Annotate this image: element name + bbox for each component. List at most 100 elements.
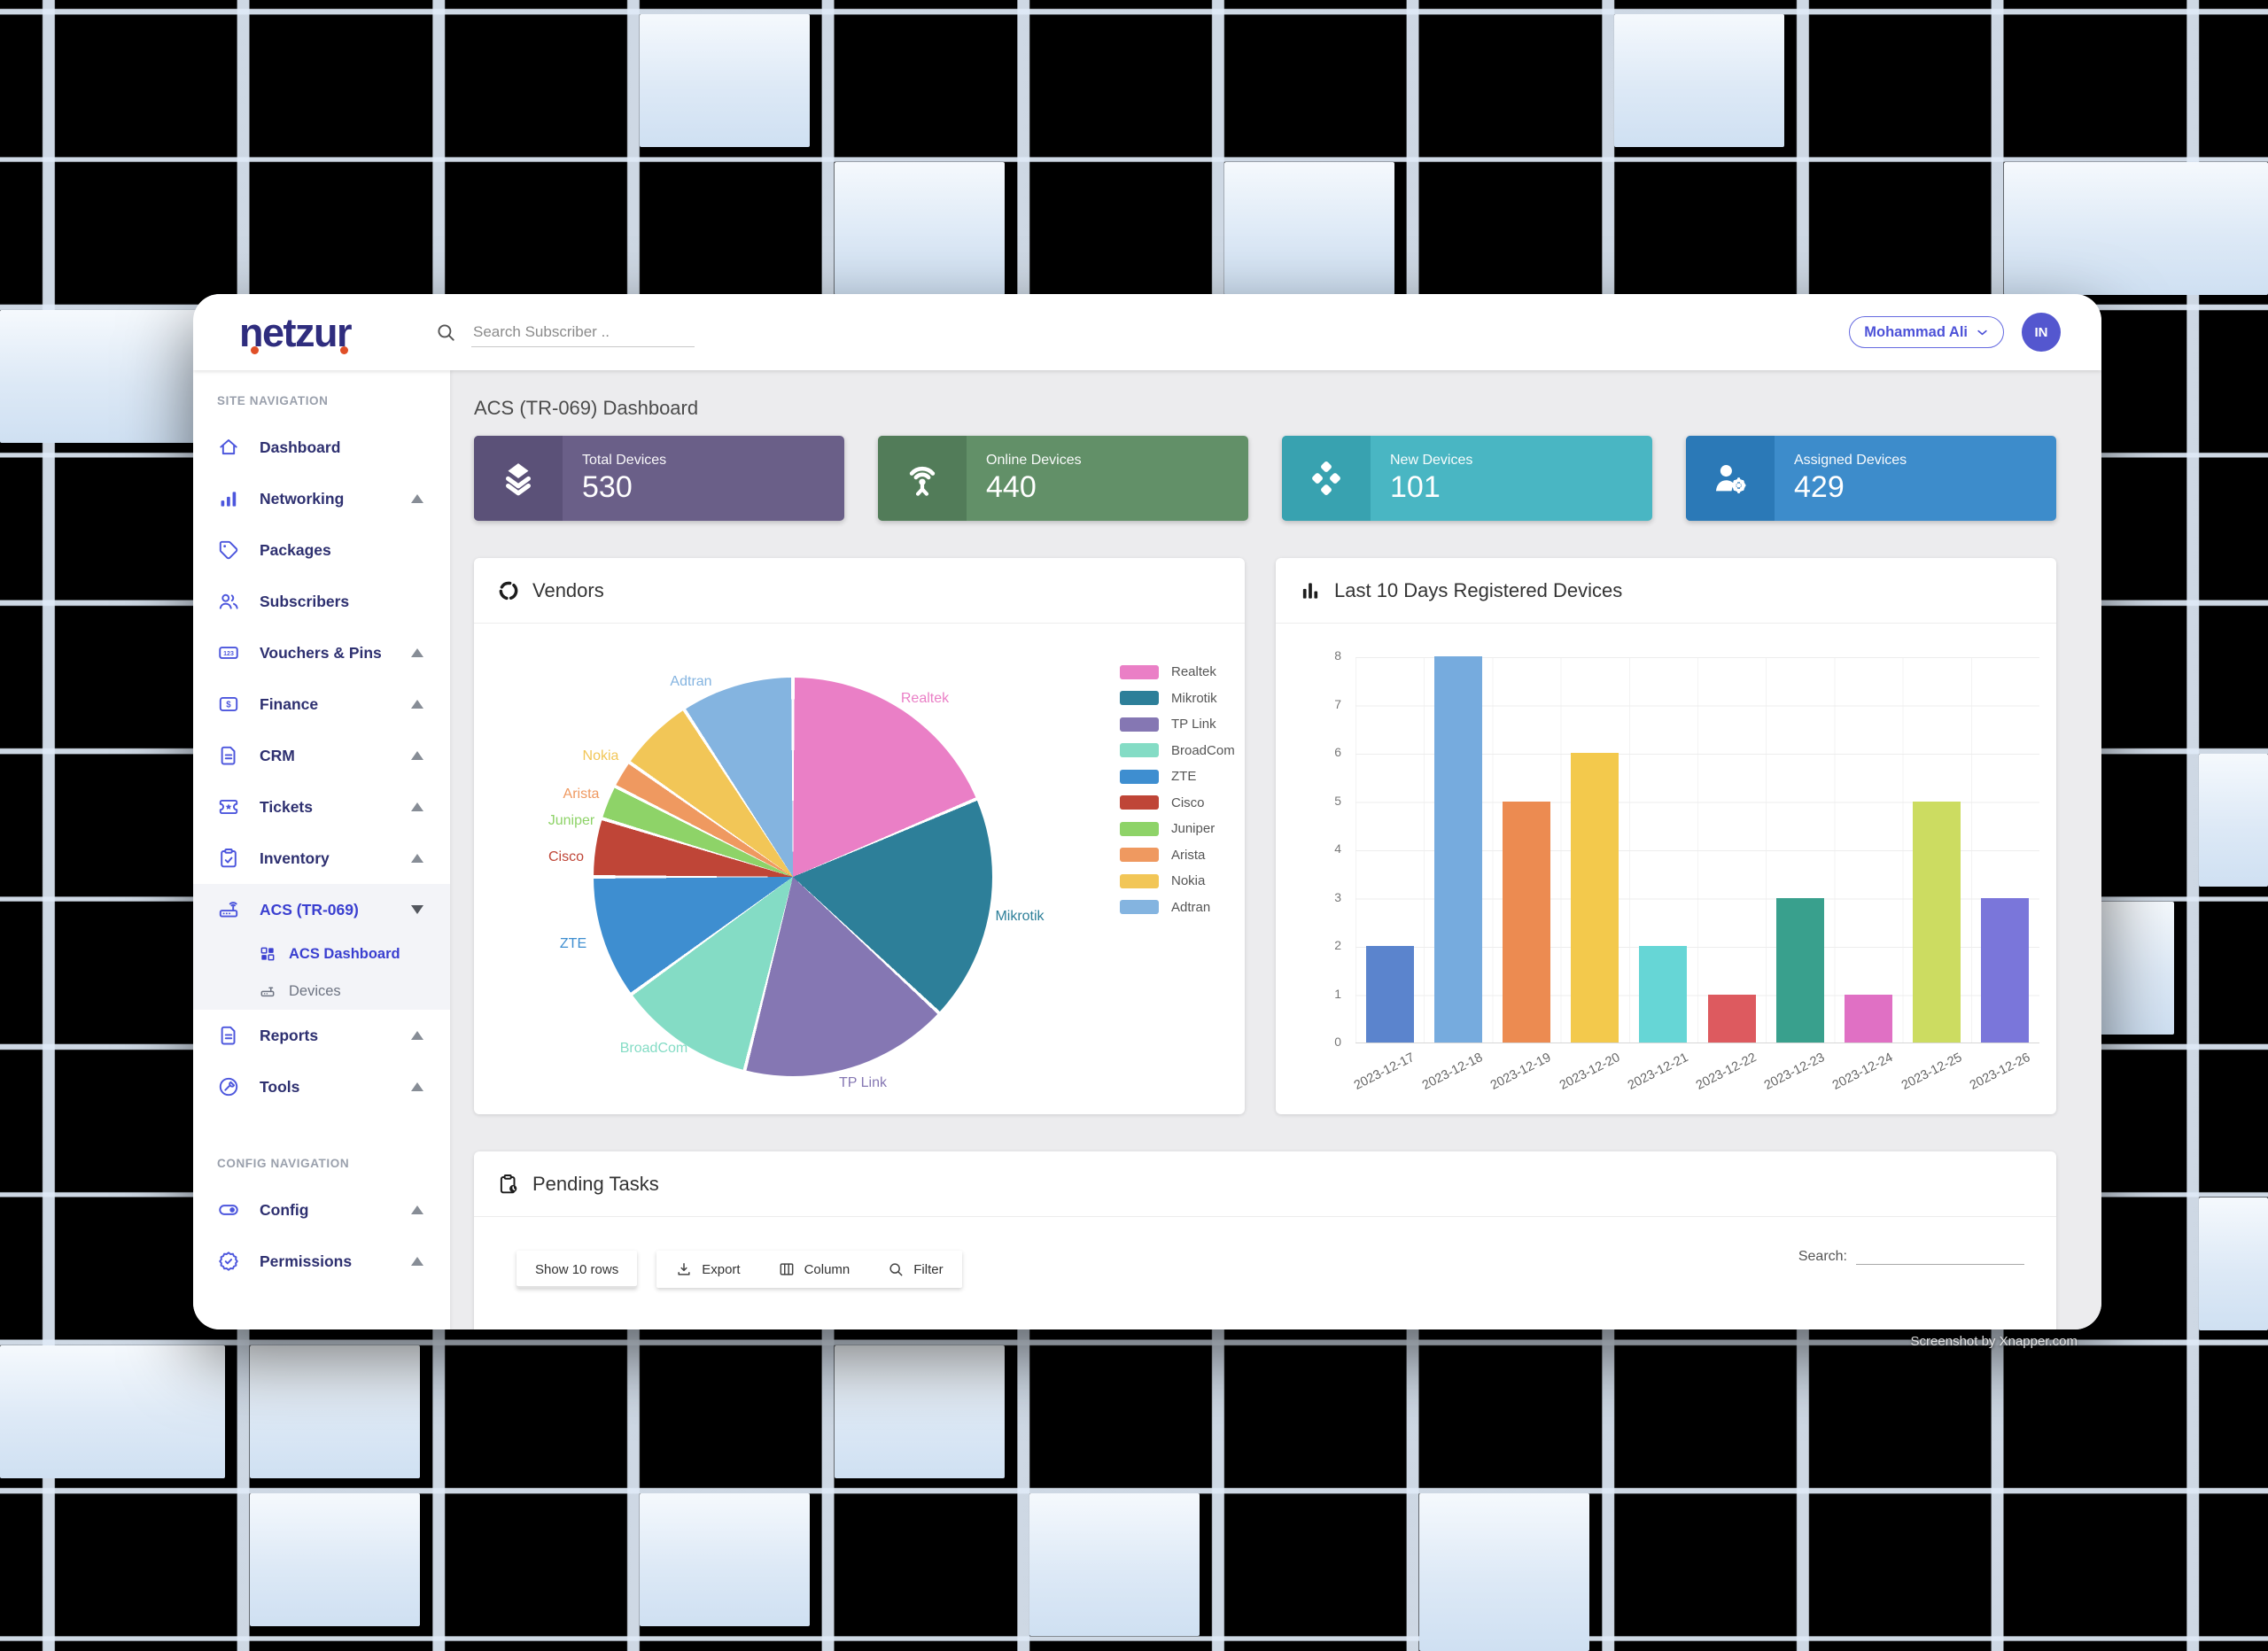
sidebar-item-subscribers[interactable]: Subscribers	[193, 576, 450, 627]
stat-label: New Devices	[1390, 452, 1473, 468]
bar-2023-12-17[interactable]	[1365, 946, 1414, 1043]
bar-chart-plot[interactable]	[1355, 656, 2039, 1043]
sidebar-item-inventory[interactable]: Inventory	[193, 833, 450, 884]
legend-item-tp-link[interactable]: TP Link	[1120, 717, 1235, 732]
toggle-icon	[217, 1198, 240, 1221]
clipboard-check-icon	[217, 847, 240, 870]
legend-label: Adtran	[1171, 899, 1211, 915]
bar-2023-12-19[interactable]	[1503, 801, 1550, 1043]
sidebar-item-vouchers-pins[interactable]: 123 Vouchers & Pins	[193, 627, 450, 678]
y-tick-0: 0	[1334, 1035, 1341, 1049]
background-tile	[250, 1345, 420, 1478]
bar-2023-12-21[interactable]	[1639, 946, 1688, 1043]
x-label-2023-12-24: 2023-12-24	[1830, 1050, 1896, 1093]
card-title: Pending Tasks	[532, 1172, 659, 1195]
filter-button[interactable]: Filter	[868, 1251, 961, 1288]
y-tick-5: 5	[1334, 793, 1341, 808]
column-button[interactable]: Column	[759, 1251, 869, 1288]
legend-item-cisco[interactable]: Cisco	[1120, 795, 1235, 810]
user-menu-button[interactable]: Mohammad Ali	[1849, 316, 2004, 348]
users-icon	[217, 590, 240, 613]
sidebar-item-devices[interactable]: Devices	[193, 973, 450, 1010]
stat-text: New Devices 101	[1371, 436, 1472, 521]
stat-value: 440	[986, 469, 1037, 504]
bar-2023-12-20[interactable]	[1571, 753, 1619, 1043]
stat-card-online-devices: Online Devices 440	[878, 436, 1248, 521]
tool-button-label: Export	[702, 1261, 741, 1277]
sidebar-item-label: Finance	[260, 694, 319, 713]
sidebar-item-label: Reports	[260, 1026, 319, 1044]
stat-label: Total Devices	[582, 452, 667, 468]
sidebar-item-finance[interactable]: $ Finance	[193, 678, 450, 730]
nav-group-acs-tr-069: ACS (TR-069) ACS Dashboard Devices	[193, 884, 450, 1010]
sidebar-item-dashboard[interactable]: Dashboard	[193, 422, 450, 473]
sidebar-item-tools[interactable]: Tools	[193, 1061, 450, 1112]
sidebar-item-packages[interactable]: Packages	[193, 524, 450, 576]
legend-item-juniper[interactable]: Juniper	[1120, 821, 1235, 836]
bar-2023-12-18[interactable]	[1433, 656, 1482, 1043]
x-label-2023-12-25: 2023-12-25	[1899, 1050, 1964, 1093]
diamond-cluster-icon	[1282, 436, 1371, 521]
app-logo[interactable]: netzur	[239, 313, 353, 354]
show-10-rows-button[interactable]: Show 10 rows	[517, 1251, 637, 1288]
bar-2023-12-24[interactable]	[1845, 994, 1892, 1043]
search-input[interactable]	[471, 317, 695, 347]
export-button[interactable]: Export	[656, 1251, 758, 1288]
bar-2023-12-25[interactable]	[1913, 801, 1961, 1043]
legend-label: Arista	[1171, 847, 1206, 863]
pie-slice-label-tp-link: TP Link	[839, 1075, 887, 1090]
bar-2023-12-26[interactable]	[1981, 897, 2030, 1043]
background-tile	[835, 1345, 1005, 1478]
sidebar-nav: SITE NAVIGATION Dashboard Networking Packag…	[193, 394, 450, 1287]
sidebar-item-networking[interactable]: Networking	[193, 473, 450, 524]
y-tick-1: 1	[1334, 986, 1341, 1001]
table-search-input[interactable]	[1856, 1245, 2024, 1265]
y-tick-4: 4	[1334, 841, 1341, 856]
legend-item-adtran[interactable]: Adtran	[1120, 900, 1235, 915]
topbar: netzur Mohammad Ali IN	[193, 294, 2101, 370]
stat-value: 530	[582, 469, 633, 504]
background-tile	[1614, 14, 1784, 147]
legend-label: Realtek	[1171, 664, 1216, 679]
legend-item-zte[interactable]: ZTE	[1120, 769, 1235, 784]
ring-icon	[497, 579, 520, 602]
legend-item-realtek[interactable]: Realtek	[1120, 664, 1235, 679]
legend-item-broadcom[interactable]: BroadCom	[1120, 743, 1235, 758]
avatar[interactable]: IN	[2022, 313, 2061, 352]
pending-card-header: Pending Tasks	[474, 1151, 2056, 1217]
legend-swatch	[1120, 717, 1159, 732]
vendors-pie-chart[interactable]	[594, 678, 992, 1076]
chevron-up-icon	[411, 854, 423, 863]
home-icon	[217, 436, 240, 459]
sidebar-item-tickets[interactable]: Tickets	[193, 781, 450, 833]
chevron-up-icon	[411, 1031, 423, 1040]
sidebar-item-permissions[interactable]: Permissions	[193, 1236, 450, 1287]
tag-icon	[217, 539, 240, 562]
svg-text:123: 123	[223, 651, 234, 657]
table-toolbar: Show 10 rows Export Column Filter	[517, 1251, 962, 1288]
bar-2023-12-23[interactable]	[1775, 897, 1824, 1043]
legend-label: Cisco	[1171, 794, 1205, 810]
user-name: Mohammad Ali	[1864, 323, 1968, 340]
toolbar-group-actions: Export Column Filter	[656, 1251, 962, 1288]
legend-item-mikrotik[interactable]: Mikrotik	[1120, 691, 1235, 706]
logo-dot	[340, 345, 348, 354]
legend-label: ZTE	[1171, 769, 1197, 784]
sidebar-item-reports[interactable]: Reports	[193, 1010, 450, 1061]
legend-item-nokia[interactable]: Nokia	[1120, 873, 1235, 888]
ticket-icon	[217, 795, 240, 818]
voucher-card-icon: 123	[217, 641, 240, 664]
background-tile	[1419, 1493, 1589, 1651]
chevron-up-icon	[411, 700, 423, 709]
sidebar-item-config[interactable]: Config	[193, 1184, 450, 1236]
legend-item-arista[interactable]: Arista	[1120, 848, 1235, 863]
bar-2023-12-22[interactable]	[1707, 994, 1756, 1043]
background-tile	[640, 1493, 810, 1626]
tools-icon	[217, 1075, 240, 1098]
chevron-up-icon	[411, 1082, 423, 1091]
sidebar-item-acs-dashboard[interactable]: ACS Dashboard	[193, 935, 450, 973]
sidebar-item-label: Subscribers	[260, 592, 350, 610]
document-icon	[217, 744, 240, 767]
sidebar-item-acs-tr-069[interactable]: ACS (TR-069)	[193, 884, 450, 935]
sidebar-item-crm[interactable]: CRM	[193, 730, 450, 781]
